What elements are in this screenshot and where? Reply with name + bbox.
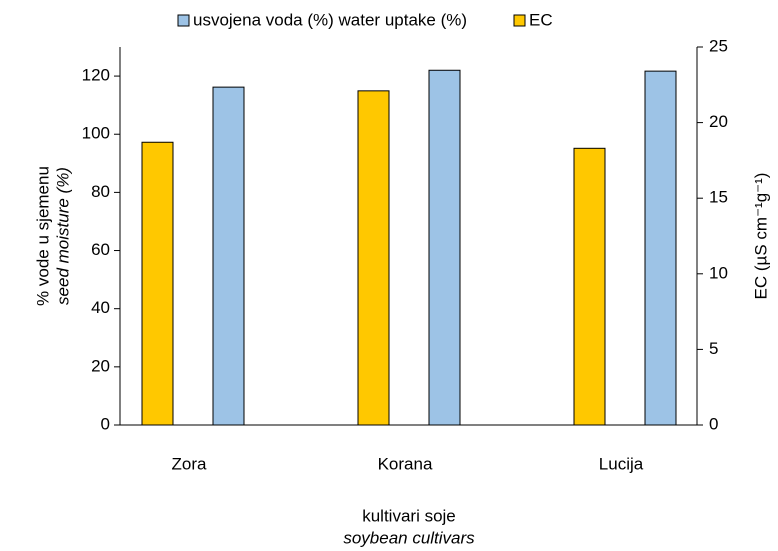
- x-tick-label: Lucija: [599, 454, 644, 473]
- y-tick-label: 20: [91, 356, 110, 375]
- y2-tick-label: 20: [709, 112, 728, 131]
- bar: [644, 70, 677, 426]
- bar: [357, 90, 390, 426]
- x-tick-label: Zora: [172, 454, 208, 473]
- y2-tick-label: 10: [709, 263, 728, 282]
- legend-label: EC: [529, 10, 553, 29]
- x-axis-title: soybean cultivars: [343, 528, 475, 547]
- bar: [428, 69, 461, 426]
- y-tick-label: 60: [91, 240, 110, 259]
- y2-tick-label: 25: [709, 36, 728, 55]
- y-tick-label: 40: [91, 298, 110, 317]
- bar: [573, 147, 606, 426]
- y-axis-title: % vode u sjemenu: [33, 166, 52, 306]
- y2-axis-title: EC (µS cm⁻¹g⁻¹): [751, 173, 770, 300]
- legend-label: usvojena voda (%) water uptake (%): [193, 10, 467, 29]
- bar: [212, 86, 245, 426]
- y2-tick-label: 0: [709, 414, 718, 433]
- bar: [141, 141, 174, 426]
- y-axis-title: seed moisture (%): [53, 167, 72, 305]
- x-axis-title: kultivari soje: [362, 506, 456, 525]
- y2-tick-label: 5: [709, 339, 718, 358]
- y-tick-label: 100: [82, 124, 110, 143]
- legend-swatch: [513, 14, 526, 27]
- y-tick-label: 80: [91, 182, 110, 201]
- y2-tick-label: 15: [709, 188, 728, 207]
- x-tick-label: Korana: [378, 454, 433, 473]
- y-tick-label: 120: [82, 66, 110, 85]
- y-tick-label: 0: [101, 414, 110, 433]
- legend-swatch: [177, 14, 190, 27]
